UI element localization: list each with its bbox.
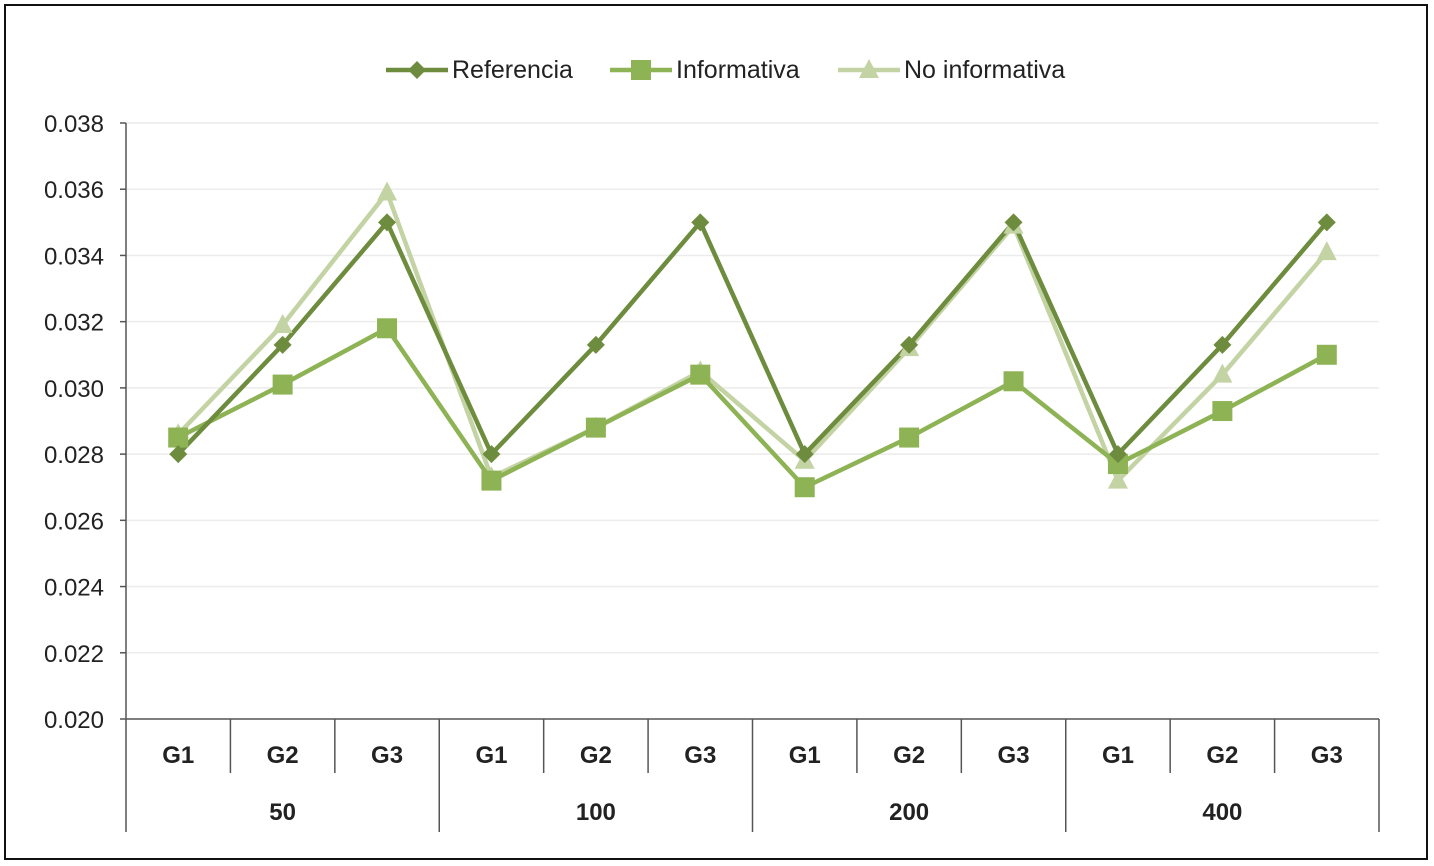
y-tick-label: 0.038 bbox=[44, 111, 104, 138]
data-point bbox=[1317, 213, 1336, 232]
data-point bbox=[377, 318, 398, 339]
data-point bbox=[272, 313, 293, 333]
data-point bbox=[899, 427, 920, 448]
x-group-label: 400 bbox=[1202, 799, 1242, 826]
data-point bbox=[1212, 363, 1233, 383]
y-tick-label: 0.034 bbox=[44, 243, 104, 270]
x-group-label: 100 bbox=[576, 799, 616, 826]
x-group-label: 200 bbox=[889, 799, 929, 826]
data-point bbox=[795, 445, 814, 464]
legend-marker bbox=[408, 61, 426, 79]
legend-marker bbox=[631, 60, 651, 80]
data-point bbox=[1212, 401, 1233, 422]
y-tick-label: 0.024 bbox=[44, 575, 104, 602]
series-line-referencia bbox=[176, 220, 1329, 457]
series bbox=[168, 181, 1337, 498]
data-point bbox=[691, 213, 710, 232]
data-point bbox=[1213, 335, 1232, 354]
data-point bbox=[168, 427, 189, 448]
axes: 0.020 0.022 0.024 0.026 0.028 0.030 0.032 0.034… bbox=[44, 111, 1380, 832]
data-point bbox=[378, 213, 397, 232]
y-tick-label: 0.026 bbox=[44, 508, 104, 535]
x-tick-label: G2 bbox=[1206, 742, 1238, 769]
line-chart: 0.020 0.022 0.024 0.026 0.028 0.030 0.032 0.034… bbox=[44, 56, 1380, 832]
y-tick-label: 0.032 bbox=[44, 310, 104, 337]
x-tick-label: G2 bbox=[580, 742, 612, 769]
x-group-label: 50 bbox=[269, 799, 296, 826]
data-point bbox=[377, 181, 398, 201]
data-point bbox=[1316, 241, 1337, 261]
data-point bbox=[1004, 213, 1023, 232]
data-point bbox=[273, 335, 292, 354]
data-point bbox=[1003, 371, 1024, 392]
chart-frame: 0.020 0.022 0.024 0.026 0.028 0.030 0.032 0.034… bbox=[4, 4, 1428, 860]
y-tick-label: 0.030 bbox=[44, 376, 104, 403]
data-point bbox=[272, 374, 293, 395]
legend: Referencia Informativa No informativa bbox=[386, 56, 1065, 84]
legend-marker bbox=[859, 59, 879, 78]
x-tick-label: G1 bbox=[1102, 742, 1134, 769]
y-tick-label: 0.020 bbox=[44, 707, 104, 734]
x-tick-label: G3 bbox=[684, 742, 716, 769]
data-point bbox=[169, 445, 188, 464]
x-tick-label: G1 bbox=[475, 742, 507, 769]
data-point bbox=[900, 335, 919, 354]
data-point bbox=[586, 335, 605, 354]
series-line-informativa bbox=[177, 326, 1328, 490]
gridlines bbox=[126, 122, 1379, 654]
data-point bbox=[1108, 445, 1127, 464]
x-tick-label: G3 bbox=[998, 742, 1030, 769]
legend-label: No informativa bbox=[904, 56, 1065, 84]
x-tick-label: G2 bbox=[893, 742, 925, 769]
x-tick-label: G1 bbox=[789, 742, 821, 769]
y-tick-label: 0.036 bbox=[44, 177, 104, 204]
data-point bbox=[481, 470, 502, 491]
y-tick-label: 0.022 bbox=[44, 641, 104, 668]
data-point bbox=[690, 364, 711, 385]
data-point bbox=[1107, 469, 1128, 489]
series-line-no-informativa bbox=[176, 190, 1329, 483]
y-tick-label: 0.028 bbox=[44, 442, 104, 469]
data-point bbox=[1107, 454, 1128, 475]
data-point bbox=[585, 417, 606, 438]
x-tick-label: G2 bbox=[267, 742, 299, 769]
data-point bbox=[1316, 344, 1337, 365]
legend-label: Informativa bbox=[676, 56, 800, 84]
x-tick-label: G1 bbox=[162, 742, 194, 769]
x-tick-label: G3 bbox=[371, 742, 403, 769]
data-point bbox=[794, 477, 815, 498]
legend-label: Referencia bbox=[452, 56, 573, 84]
data-point bbox=[482, 445, 501, 464]
x-tick-label: G3 bbox=[1311, 742, 1343, 769]
